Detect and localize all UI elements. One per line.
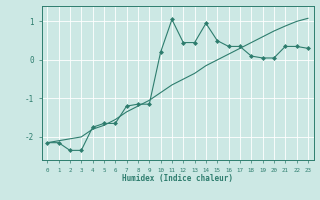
X-axis label: Humidex (Indice chaleur): Humidex (Indice chaleur): [122, 174, 233, 183]
